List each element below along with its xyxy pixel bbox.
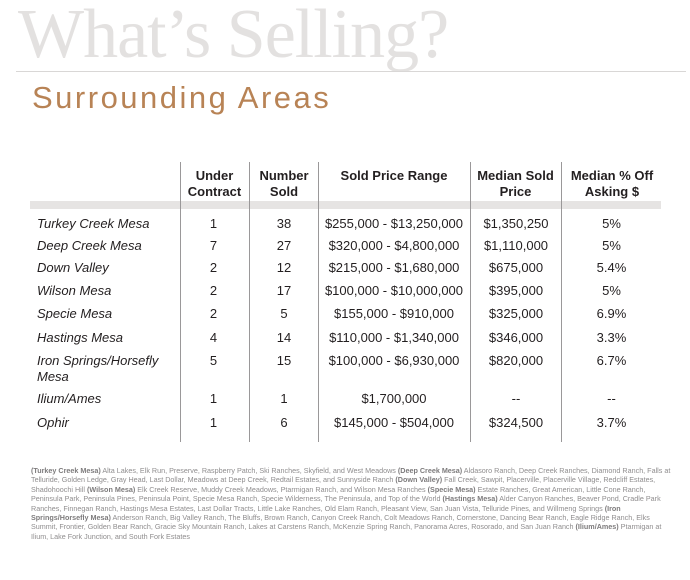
footnote-subdivisions: Alta Lakes, Elk Run, Preserve, Raspberry… — [100, 466, 398, 475]
median-price-value: $675,000 — [488, 260, 544, 275]
median-price-value: $1,110,000 — [483, 238, 549, 253]
footnote-area-label: (Hastings Mesa) — [442, 494, 498, 504]
column-header-under-contract: Under Contract — [180, 168, 249, 200]
median-off-value: 5% — [602, 216, 621, 231]
table-row: Ilium/Ames 1 1 $1,700,000 -- -- — [0, 391, 690, 411]
price-range-value: $320,000 - $4,800,000 — [328, 238, 460, 253]
background-title: What’s Selling? — [18, 0, 449, 73]
table-row: Iron Springs/Horsefly Mesa 5 15 $100,000… — [0, 353, 690, 387]
under-contract-value: 2 — [209, 260, 218, 275]
table-row: Wilson Mesa 2 17 $100,000 - $10,000,000 … — [0, 283, 690, 303]
under-contract-value: 5 — [209, 353, 218, 368]
column-header-label: Median % Off Asking $ — [570, 168, 654, 199]
price-range-value: $100,000 - $10,000,000 — [324, 283, 464, 298]
footnote-subdivisions: Aldasoro Ranch, Deep Creek Ranches, Diam… — [31, 466, 671, 485]
column-header-label: Sold Price Range — [340, 168, 448, 183]
number-sold-value: 17 — [276, 283, 292, 298]
median-off-value: 6.7% — [596, 353, 627, 368]
median-off-value: 5% — [602, 283, 621, 298]
table-row: Ophir 1 6 $145,000 - $504,000 $324,500 3… — [0, 415, 690, 435]
number-sold-value: 1 — [280, 391, 288, 406]
footnote-area-label: (Iron Springs/Horsefly Mesa) — [31, 503, 621, 523]
median-off-value: 6.9% — [596, 306, 627, 321]
median-off-value: 3.7% — [596, 415, 627, 430]
under-contract-value: 1 — [209, 415, 218, 430]
column-header-median-off-asking: Median % Off Asking $ — [562, 168, 662, 200]
neighborhood-footnote: (Turkey Creek Mesa) Alta Lakes, Elk Run,… — [31, 466, 671, 541]
column-divider — [180, 162, 181, 442]
table-row: Specie Mesa 2 5 $155,000 - $910,000 $325… — [0, 306, 690, 326]
median-price-value: $325,000 — [488, 306, 544, 321]
table-row: Hastings Mesa 4 14 $110,000 - $1,340,000… — [0, 330, 690, 350]
column-divider — [470, 162, 471, 442]
price-range-value: $215,000 - $1,680,000 — [328, 260, 460, 275]
footnote-subdivisions: Ptarmigan at Ilium, Lake Fork Junction, … — [31, 522, 662, 541]
column-header-sold-price-range: Sold Price Range — [318, 168, 470, 184]
footnote-subdivisions: Alder Canyon Ranches, Beaver Pond, Cradl… — [31, 494, 661, 513]
number-sold-value: 12 — [276, 260, 292, 275]
column-divider — [561, 162, 562, 442]
footnote-area-label: (Deep Creek Mesa) — [397, 466, 463, 475]
area-name: Iron Springs/Horsefly Mesa — [37, 353, 159, 384]
area-name: Deep Creek Mesa — [37, 238, 142, 253]
median-price-value: $395,000 — [488, 283, 544, 298]
area-name: Turkey Creek Mesa — [37, 216, 150, 231]
under-contract-value: 1 — [209, 391, 218, 406]
footnote-area-label: (Specie Mesa) — [427, 484, 476, 494]
under-contract-value: 7 — [209, 238, 218, 253]
area-name: Specie Mesa — [37, 306, 113, 321]
median-off-value: 5.4% — [596, 260, 627, 275]
median-price-value: $324,500 — [488, 415, 544, 430]
median-price-value: $820,000 — [488, 353, 544, 368]
median-price-value: $1,350,250 — [483, 216, 549, 231]
footnote-subdivisions: Anderson Ranch, Big Valley Ranch, The Bl… — [31, 513, 650, 532]
title-rule — [16, 71, 686, 72]
column-divider — [318, 162, 319, 442]
median-off-value: 3.3% — [596, 330, 627, 345]
price-range-value: $155,000 - $910,000 — [334, 306, 454, 321]
under-contract-value: 1 — [209, 216, 218, 231]
price-range-value: $1,700,000 — [361, 391, 427, 406]
number-sold-value: 14 — [276, 330, 292, 345]
median-price-value: $346,000 — [488, 330, 544, 345]
footnote-area-label: (Down Valley) — [395, 475, 443, 485]
price-range-value: $145,000 - $504,000 — [334, 415, 454, 430]
number-sold-value: 38 — [276, 216, 292, 231]
footnote-subdivisions: Elk Creek Reserve, Muddy Creek Meadows, … — [135, 484, 428, 494]
area-name: Ilium/Ames — [37, 391, 102, 406]
price-range-value: $100,000 - $6,930,000 — [328, 353, 460, 368]
table-row: Down Valley 2 12 $215,000 - $1,680,000 $… — [0, 260, 690, 280]
column-header-label: Under Contract — [187, 168, 242, 199]
under-contract-value: 4 — [209, 330, 218, 345]
column-header-label: Number Sold — [259, 168, 309, 199]
median-off-value: 5% — [602, 238, 621, 253]
table-row: Turkey Creek Mesa 1 38 $255,000 - $13,25… — [0, 216, 690, 236]
page-subtitle: Surrounding Areas — [32, 80, 332, 115]
number-sold-value: 15 — [276, 353, 292, 368]
footnote-area-label: (Ilium/Ames) — [575, 522, 619, 532]
area-name: Wilson Mesa — [37, 283, 112, 298]
median-price-value: -- — [511, 391, 521, 406]
area-name: Ophir — [37, 415, 69, 430]
number-sold-value: 6 — [280, 415, 288, 430]
footnote-area-label: (Wilson Mesa) — [86, 484, 136, 494]
column-header-median-sold-price: Median Sold Price — [470, 168, 561, 200]
area-name: Hastings Mesa — [37, 330, 123, 345]
price-range-value: $255,000 - $13,250,000 — [324, 216, 464, 231]
footnote-area-label: (Turkey Creek Mesa) — [31, 466, 101, 475]
area-name: Down Valley — [37, 260, 109, 275]
column-header-label: Median Sold Price — [477, 168, 554, 199]
number-sold-value: 5 — [280, 306, 288, 321]
under-contract-value: 2 — [209, 306, 218, 321]
header-band — [30, 201, 661, 209]
number-sold-value: 27 — [276, 238, 292, 253]
column-header-number-sold: Number Sold — [250, 168, 318, 200]
price-range-value: $110,000 - $1,340,000 — [329, 330, 459, 345]
column-divider — [249, 162, 250, 442]
table-row: Deep Creek Mesa 7 27 $320,000 - $4,800,0… — [0, 238, 690, 258]
footnote-subdivisions: Estate Ranches, Great American, Little C… — [31, 484, 646, 504]
footnote-subdivisions: Fall Creek, Sawpit, Placerville, Placerv… — [31, 475, 656, 494]
under-contract-value: 2 — [209, 283, 218, 298]
median-off-value: -- — [607, 391, 616, 406]
